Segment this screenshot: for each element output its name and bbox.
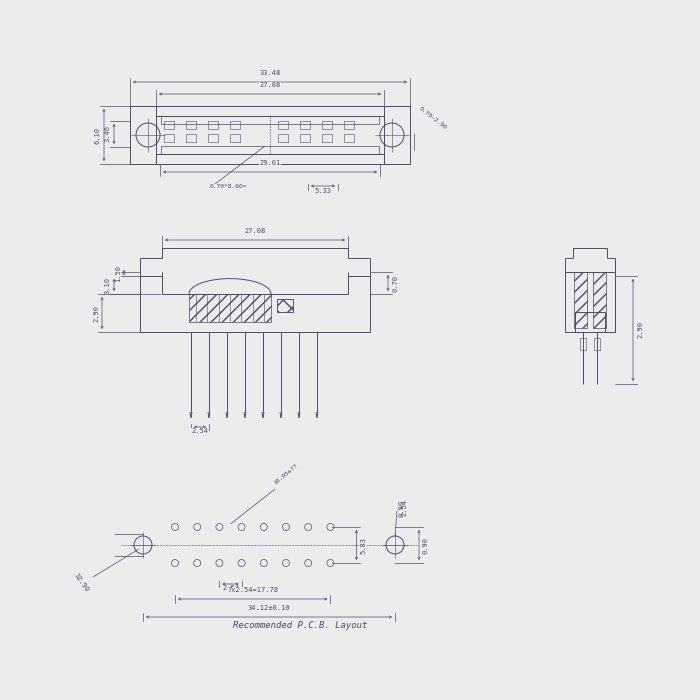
Bar xyxy=(344,121,354,129)
Text: 5.33: 5.33 xyxy=(314,188,332,194)
Bar xyxy=(208,134,218,142)
Bar xyxy=(344,134,354,142)
Text: 32.90: 32.90 xyxy=(72,573,90,594)
Bar xyxy=(300,121,310,129)
Text: 6.10: 6.10 xyxy=(95,127,101,144)
Bar xyxy=(278,134,288,142)
Bar xyxy=(208,121,218,129)
Text: 29.01: 29.01 xyxy=(260,160,281,166)
Bar xyxy=(164,121,174,129)
Bar xyxy=(230,121,240,129)
Text: Recommended P.C.B. Layout: Recommended P.C.B. Layout xyxy=(233,620,368,629)
Bar xyxy=(322,134,332,142)
Bar xyxy=(186,121,196,129)
Text: 7x2.54=17.78: 7x2.54=17.78 xyxy=(228,587,278,593)
Bar xyxy=(565,272,615,332)
Text: 0.90: 0.90 xyxy=(423,536,429,554)
Text: 0.70*8.60=: 0.70*8.60= xyxy=(210,184,248,189)
Bar xyxy=(580,338,586,350)
Bar xyxy=(594,338,600,350)
Text: 3.10: 3.10 xyxy=(105,276,111,293)
Bar xyxy=(278,121,288,129)
Text: 2.90: 2.90 xyxy=(93,304,99,321)
Text: 0.70~2.90: 0.70~2.90 xyxy=(418,106,448,131)
Text: 5.83: 5.83 xyxy=(360,536,366,554)
Bar xyxy=(574,272,587,328)
Bar xyxy=(230,134,240,142)
Text: 27.08: 27.08 xyxy=(260,82,281,88)
Text: 34.12±0.10: 34.12±0.10 xyxy=(248,605,290,611)
Text: 2.54: 2.54 xyxy=(192,428,209,434)
Text: 2.54: 2.54 xyxy=(401,498,407,515)
Text: 1.50: 1.50 xyxy=(115,265,121,283)
Bar xyxy=(277,299,293,312)
Text: 2.90: 2.90 xyxy=(637,321,643,339)
Text: 2.54: 2.54 xyxy=(222,585,239,591)
Bar xyxy=(161,116,379,124)
Text: 0.70: 0.70 xyxy=(392,274,398,291)
Text: 27.08: 27.08 xyxy=(244,228,265,234)
Bar xyxy=(322,121,332,129)
Bar xyxy=(277,299,293,312)
Bar xyxy=(189,294,271,322)
Bar xyxy=(130,106,410,164)
Text: 0.90: 0.90 xyxy=(399,500,405,517)
Bar xyxy=(161,146,379,154)
Text: 10.95±??: 10.95±?? xyxy=(273,463,299,486)
Bar xyxy=(186,134,196,142)
Text: 3.46: 3.46 xyxy=(105,125,111,143)
Bar xyxy=(593,272,606,328)
Bar xyxy=(300,134,310,142)
Text: 33.48: 33.48 xyxy=(260,70,281,76)
Bar xyxy=(164,134,174,142)
